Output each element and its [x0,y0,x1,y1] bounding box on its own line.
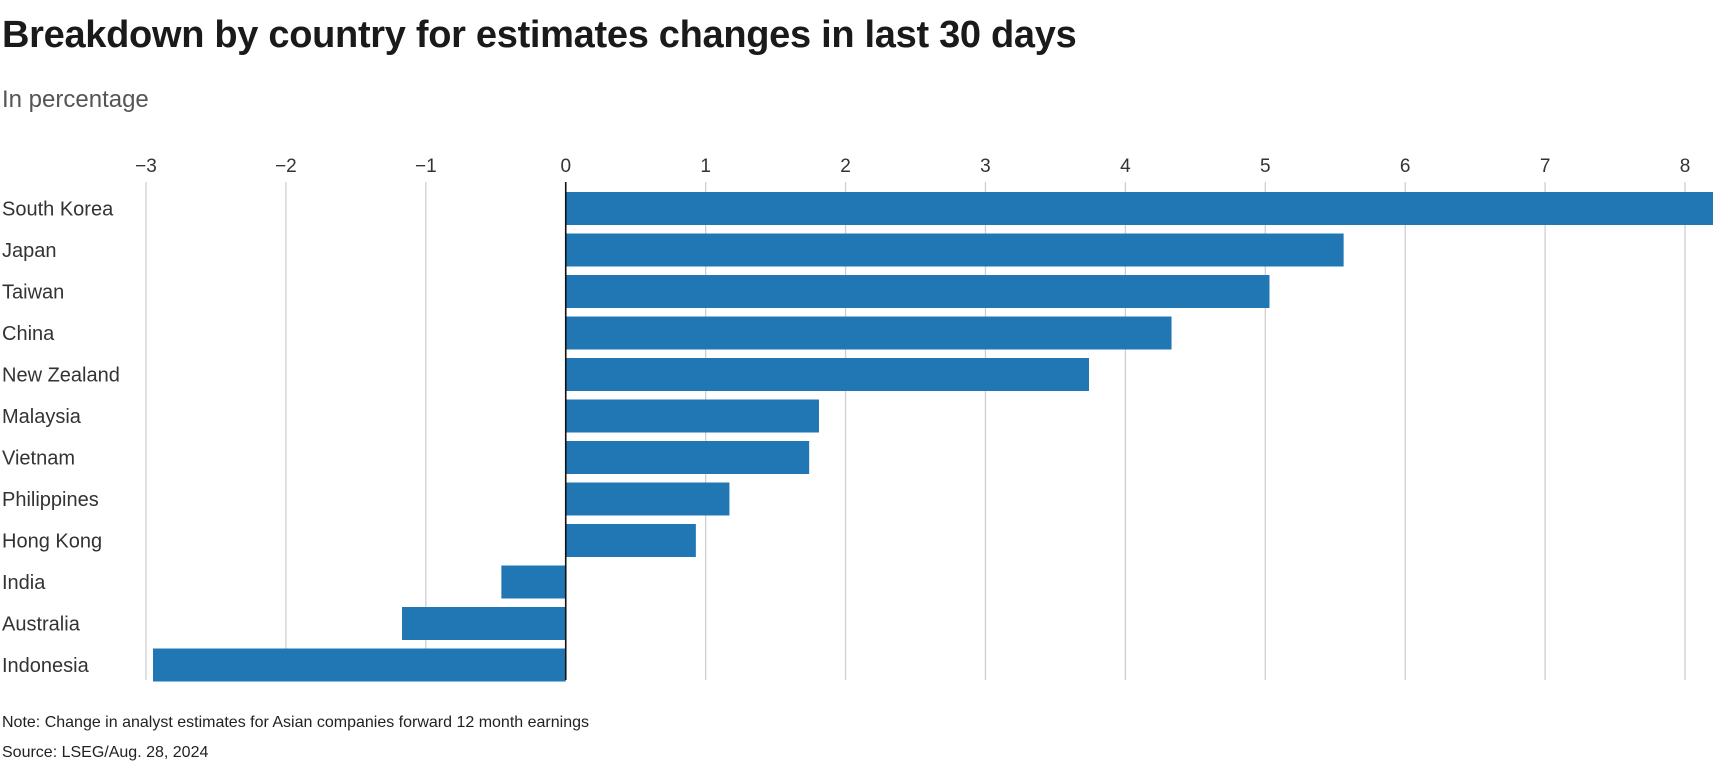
x-tick-label: 5 [1260,156,1271,177]
x-tick-label: 3 [980,156,991,177]
bars [152,192,1713,682]
category-label: Australia [2,614,81,636]
category-label: India [2,572,46,594]
bar [565,441,810,474]
category-label: Philippines [2,489,99,511]
category-label: Malaysia [2,406,82,428]
x-axis-ticks: −3 −2 −1 0 1 2 3 4 5 6 7 8 [135,156,1690,177]
bar [565,358,1089,391]
chart-source: Source: LSEG/Aug. 28, 2024 [2,744,209,761]
x-tick-label: 1 [700,156,711,177]
x-tick-label: −3 [135,156,157,177]
bar [565,192,1713,225]
x-tick-label: 0 [560,156,571,177]
bar-chart: −3 −2 −1 0 1 2 3 4 5 6 7 8 South Korea Japan Taiwan Ch… [2,156,1713,682]
chart-title: Breakdown by country for estimates chang… [2,14,1077,56]
x-tick-label: 7 [1540,156,1551,177]
bar [565,233,1344,267]
bar [402,607,566,640]
bar [501,565,566,599]
category-label: South Korea [2,199,114,221]
bar [565,482,730,516]
category-label: Taiwan [2,282,64,304]
category-label: Indonesia [2,655,90,677]
chart-subtitle: In percentage [2,86,149,113]
x-tick-label: −1 [415,156,437,177]
category-label: Japan [2,240,57,262]
x-tick-label: −2 [275,156,297,177]
chart-note: Note: Change in analyst estimates for As… [2,714,589,731]
bar [152,648,566,682]
x-tick-label: 8 [1680,156,1691,177]
category-label: Hong Kong [2,531,102,553]
bar [565,399,819,433]
category-label: New Zealand [2,365,120,387]
x-tick-label: 6 [1400,156,1411,177]
x-tick-label: 2 [840,156,851,177]
category-label: China [2,323,55,345]
category-labels: South Korea Japan Taiwan China New Zealand Ma… [2,199,120,678]
x-tick-label: 4 [1120,156,1131,177]
bar [565,275,1270,308]
bar [565,524,696,557]
category-label: Vietnam [2,448,75,470]
bar [565,316,1172,350]
